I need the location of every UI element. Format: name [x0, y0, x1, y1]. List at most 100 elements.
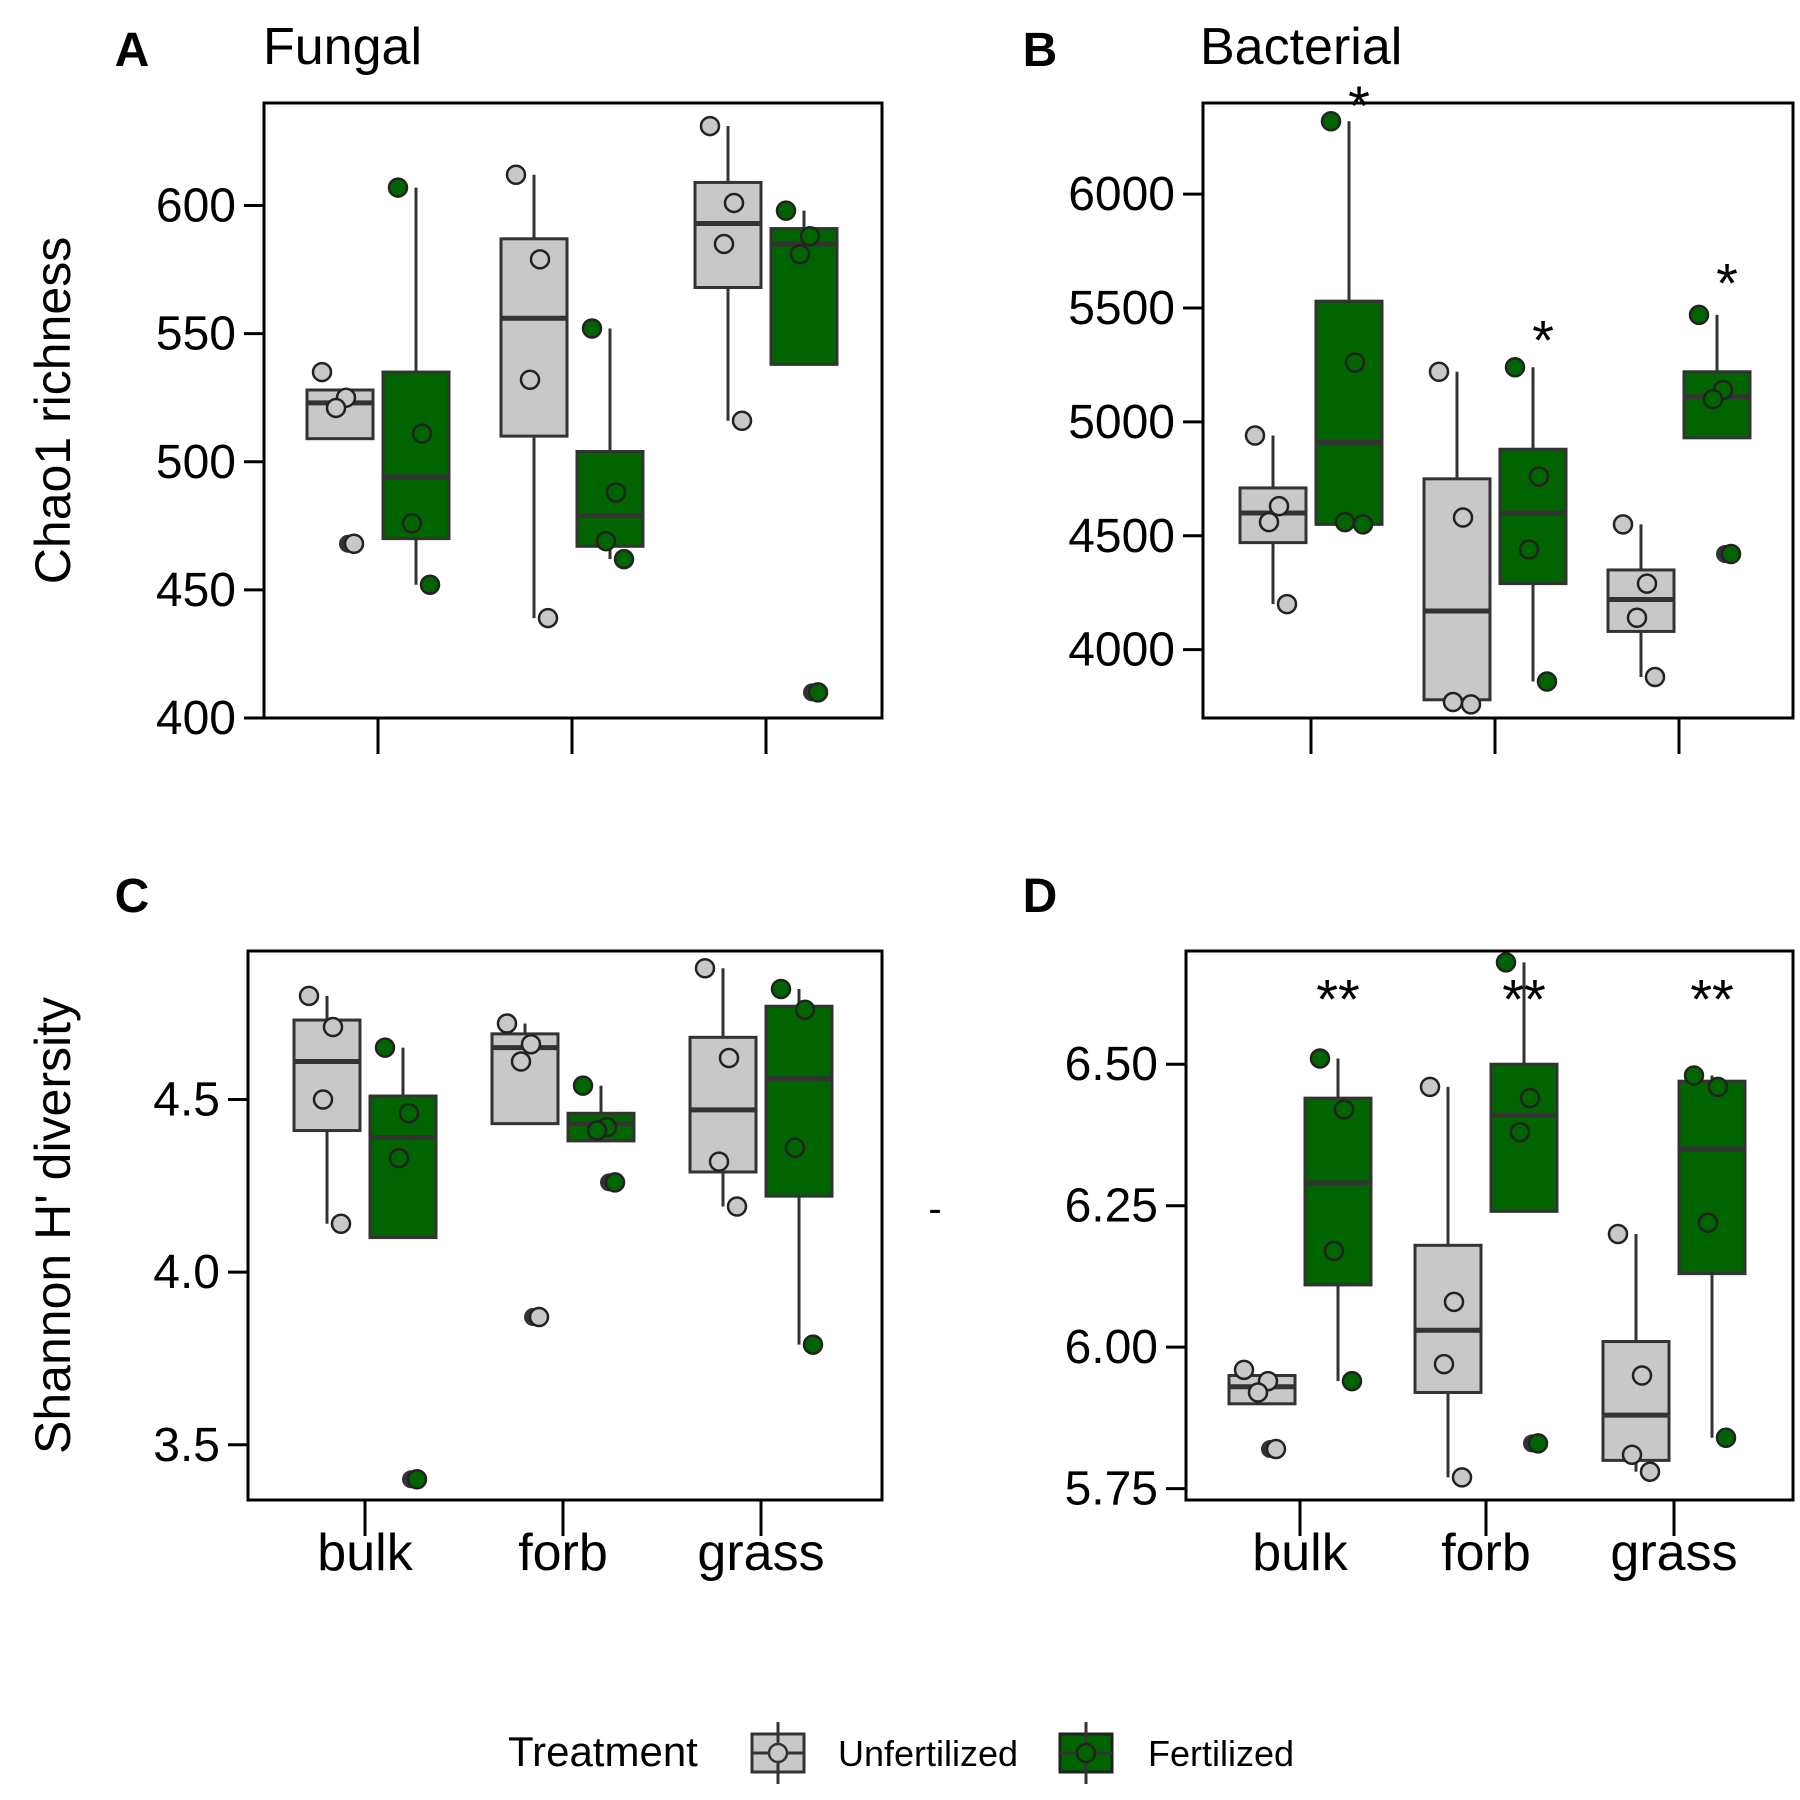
box-fertilized-bulk	[1303, 1048, 1373, 1392]
panel-tag: D	[1023, 870, 1058, 923]
data-point	[1323, 1240, 1345, 1262]
data-point	[1419, 1076, 1441, 1098]
x-tick-label-bulk: bulk	[1252, 1524, 1348, 1582]
panel-tag: C	[115, 870, 150, 923]
data-point	[595, 530, 617, 552]
data-point	[699, 115, 721, 137]
data-point	[1344, 352, 1366, 373]
legend-key-unfertilized	[750, 1722, 806, 1784]
box-fertilized-forb	[1498, 356, 1568, 692]
panel-d: D 5.75 6.00 6.25 6.50 bulk forb grass ** ** **	[1023, 870, 1795, 1582]
data-point	[505, 164, 527, 185]
data-point	[1607, 1223, 1629, 1245]
box-iqr	[1601, 1340, 1671, 1462]
panel-frame	[246, 949, 884, 1502]
box-iqr	[292, 1018, 362, 1133]
box-unfertilized-bulk	[305, 361, 375, 554]
data-point	[520, 1033, 542, 1055]
stray-mark: -	[928, 1187, 941, 1231]
data-point	[1433, 1353, 1455, 1375]
box-unfertilized-grass	[1606, 514, 1676, 688]
y-tick-label: 4500	[1068, 510, 1175, 563]
data-point	[298, 985, 320, 1007]
data-point	[411, 423, 433, 444]
data-point	[330, 1213, 352, 1235]
box-iqr	[764, 1004, 834, 1198]
data-point	[1528, 466, 1550, 487]
data-point	[1626, 607, 1648, 629]
box-iqr	[499, 237, 569, 438]
significance-mark: *	[1532, 309, 1554, 372]
significance-mark: *	[1348, 74, 1370, 137]
data-point	[1268, 495, 1290, 517]
data-point	[1519, 1087, 1541, 1109]
box-unfertilized-grass	[1601, 1223, 1671, 1482]
data-point	[713, 233, 735, 255]
data-point	[784, 1137, 806, 1159]
box-unfertilized-forb	[1422, 361, 1492, 715]
data-point	[1460, 694, 1482, 715]
data-point	[1527, 1433, 1549, 1454]
data-point	[1639, 1461, 1661, 1482]
y-tick-label: 5.75	[1065, 1463, 1158, 1516]
data-point	[802, 1334, 824, 1355]
data-point	[510, 1051, 532, 1072]
box-unfertilized-bulk	[292, 985, 362, 1235]
y-tick-label: 4000	[1068, 624, 1175, 677]
box-fertilized-forb	[566, 1075, 636, 1193]
x-tick-label-grass: grass	[1610, 1524, 1737, 1582]
data-point	[731, 410, 753, 431]
data-point	[1265, 1438, 1287, 1460]
data-point	[581, 318, 603, 339]
y-tick-label: 6.00	[1065, 1321, 1158, 1374]
data-point	[419, 574, 441, 595]
data-point	[537, 607, 559, 629]
box-unfertilized-forb	[1413, 1076, 1483, 1488]
y-tick-label: 400	[156, 692, 236, 745]
box-fertilized-grass	[1677, 1065, 1747, 1448]
data-point	[325, 397, 347, 419]
box-unfertilized-bulk	[1227, 1359, 1297, 1460]
y-tick-label: 6.50	[1065, 1038, 1158, 1091]
box-unfertilized-bulk	[1238, 425, 1308, 615]
box-fertilized-grass	[764, 978, 834, 1355]
box-fertilized-bulk	[381, 177, 451, 595]
panel-tag: B	[1023, 24, 1058, 77]
data-point	[694, 958, 716, 979]
data-point	[1333, 1099, 1355, 1120]
data-point	[794, 999, 816, 1020]
panel-frame	[1201, 101, 1795, 720]
box-fertilized-bulk	[1314, 110, 1384, 535]
data-point	[1309, 1048, 1331, 1069]
y-tick-label: 4.5	[153, 1073, 220, 1126]
panel-title: Fungal	[263, 18, 422, 76]
box-fertilized-forb	[575, 318, 645, 570]
legend-label-unfertilized: Unfertilized	[838, 1733, 1018, 1774]
data-point	[708, 1151, 730, 1172]
box-iqr	[1314, 299, 1384, 526]
data-point	[1518, 539, 1540, 560]
legend-label-fertilized: Fertilized	[1148, 1733, 1294, 1774]
data-point	[1320, 110, 1342, 132]
data-point	[1233, 1359, 1255, 1381]
box-fertilized-grass	[769, 200, 839, 703]
data-point	[572, 1075, 594, 1096]
data-point	[775, 200, 797, 221]
data-point	[605, 482, 627, 503]
data-point	[799, 226, 821, 247]
data-point	[311, 361, 333, 383]
data-point	[1631, 1365, 1653, 1386]
x-tick-label-grass: grass	[697, 1524, 824, 1582]
x-tick-label-forb: forb	[518, 1524, 608, 1582]
data-point	[496, 1013, 518, 1034]
box-unfertilized-forb	[499, 164, 569, 629]
data-point	[528, 1306, 550, 1328]
box-unfertilized-grass	[693, 115, 763, 431]
y-tick-label: 4.0	[153, 1246, 220, 1299]
data-point	[1697, 1212, 1719, 1233]
box-fertilized-bulk	[368, 1037, 438, 1490]
box-unfertilized-grass	[688, 958, 758, 1217]
data-point	[1341, 1370, 1363, 1392]
data-point	[718, 1047, 740, 1069]
legend-key-fertilized	[1058, 1722, 1114, 1784]
